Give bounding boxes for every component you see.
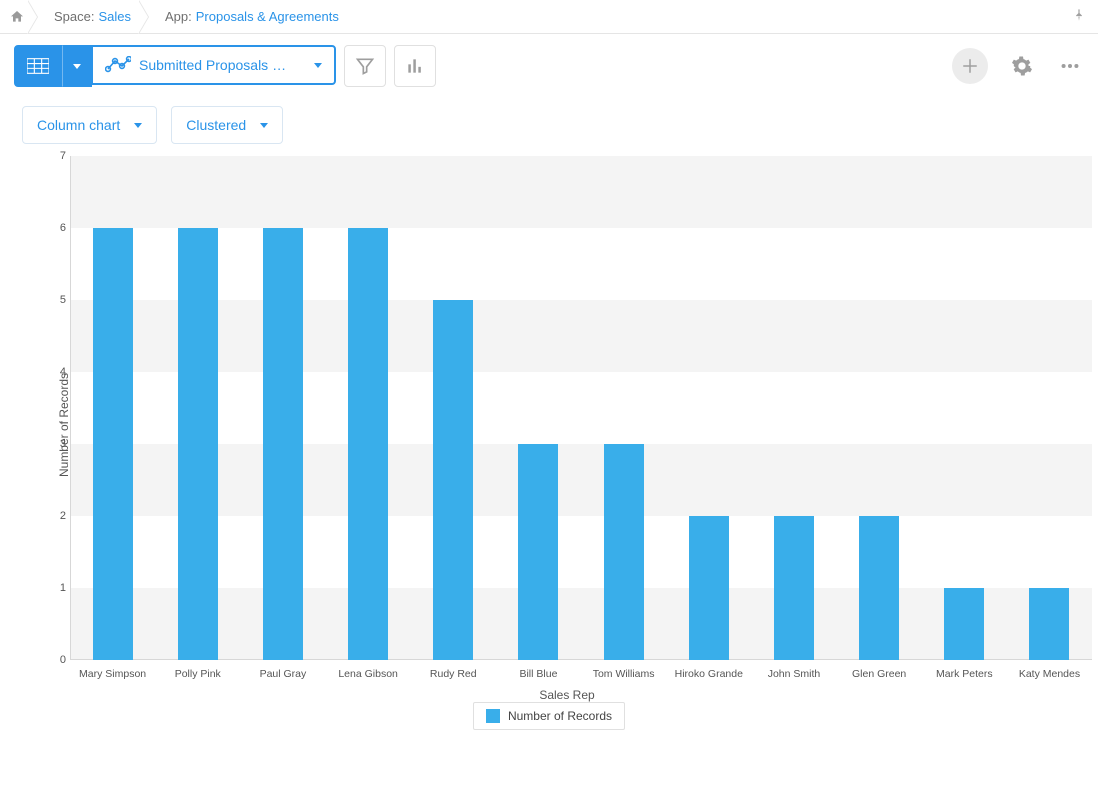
chevron-down-icon — [73, 64, 81, 69]
bar-slot — [155, 156, 240, 660]
breadcrumb-app: App: Proposals & Agreements — [165, 9, 339, 24]
more-icon — [1059, 55, 1081, 77]
chart: Number of Records 01234567 Mary SimpsonP… — [42, 156, 1092, 694]
view-selector-label: Submitted Proposals … — [139, 57, 314, 73]
chart-bar[interactable] — [689, 516, 729, 660]
chart-type-label: Column chart — [37, 117, 120, 133]
y-tick: 7 — [48, 150, 66, 162]
chart-bar[interactable] — [348, 228, 388, 660]
chart-bar[interactable] — [433, 300, 473, 660]
x-axis-labels: Mary SimpsonPolly PinkPaul GrayLena Gibs… — [70, 668, 1092, 680]
bar-slot — [666, 156, 751, 660]
breadcrumb-separator — [139, 0, 153, 33]
table-view-dropdown[interactable] — [62, 45, 92, 87]
filter-button[interactable] — [344, 45, 386, 87]
y-tick: 6 — [48, 222, 66, 234]
x-label: Polly Pink — [155, 668, 240, 680]
chart-mode-select[interactable]: Clustered — [171, 106, 283, 144]
linechart-icon — [105, 56, 131, 74]
plus-icon — [961, 57, 979, 75]
bar-slot — [70, 156, 155, 660]
funnel-icon — [355, 56, 375, 76]
table-view-button[interactable] — [14, 45, 62, 87]
x-label: John Smith — [751, 668, 836, 680]
breadcrumb-space: Space: Sales — [54, 9, 131, 24]
view-selector[interactable]: Submitted Proposals … — [91, 45, 336, 85]
chart-bar[interactable] — [263, 228, 303, 660]
bar-slot — [751, 156, 836, 660]
bar-slot — [581, 156, 666, 660]
bar-slot — [496, 156, 581, 660]
chart-bars — [70, 156, 1092, 660]
breadcrumb-space-link[interactable]: Sales — [98, 9, 131, 24]
chart-bar[interactable] — [178, 228, 218, 660]
breadcrumb-separator — [28, 0, 42, 33]
chart-bar[interactable] — [93, 228, 133, 660]
bar-slot — [326, 156, 411, 660]
bar-slot — [837, 156, 922, 660]
chevron-down-icon — [134, 123, 142, 128]
more-button[interactable] — [1056, 52, 1084, 80]
view-mode-group: Submitted Proposals … — [14, 45, 336, 87]
breadcrumb-app-label: App: — [165, 9, 192, 24]
chevron-down-icon — [314, 63, 322, 68]
chart-mode-label: Clustered — [186, 117, 246, 133]
x-label: Tom Williams — [581, 668, 666, 680]
chart-plot: 01234567 — [70, 156, 1092, 660]
bar-slot — [1007, 156, 1092, 660]
pin-icon[interactable] — [1072, 8, 1086, 25]
x-label: Paul Gray — [240, 668, 325, 680]
x-label: Mary Simpson — [70, 668, 155, 680]
barchart-icon — [405, 56, 425, 76]
y-tick: 4 — [48, 366, 66, 378]
chart-bar[interactable] — [518, 444, 558, 660]
gear-icon — [1011, 55, 1033, 77]
chart-bar[interactable] — [1029, 588, 1069, 660]
x-label: Rudy Red — [411, 668, 496, 680]
legend-label: Number of Records — [508, 709, 612, 723]
x-label: Katy Mendes — [1007, 668, 1092, 680]
breadcrumb-app-link[interactable]: Proposals & Agreements — [196, 9, 339, 24]
bar-slot — [411, 156, 496, 660]
chart-bar[interactable] — [944, 588, 984, 660]
x-axis-title: Sales Rep — [42, 688, 1092, 702]
chevron-down-icon — [260, 123, 268, 128]
y-tick: 5 — [48, 294, 66, 306]
breadcrumb: Space: Sales App: Proposals & Agreements — [0, 0, 1098, 34]
settings-button[interactable] — [1008, 52, 1036, 80]
y-tick: 0 — [48, 654, 66, 666]
y-axis-title: Number of Records — [57, 373, 71, 477]
y-tick: 1 — [48, 582, 66, 594]
bar-slot — [922, 156, 1007, 660]
bar-slot — [240, 156, 325, 660]
chart-button[interactable] — [394, 45, 436, 87]
chart-bar[interactable] — [604, 444, 644, 660]
x-label: Bill Blue — [496, 668, 581, 680]
home-icon[interactable] — [8, 8, 26, 26]
legend-item[interactable]: Number of Records — [473, 702, 625, 730]
y-tick: 3 — [48, 438, 66, 450]
chart-legend: Number of Records — [0, 702, 1098, 730]
breadcrumb-space-label: Space: — [54, 9, 94, 24]
x-label: Hiroko Grande — [666, 668, 751, 680]
chart-bar[interactable] — [774, 516, 814, 660]
x-label: Glen Green — [837, 668, 922, 680]
x-label: Mark Peters — [922, 668, 1007, 680]
legend-swatch — [486, 709, 500, 723]
add-button[interactable] — [952, 48, 988, 84]
x-label: Lena Gibson — [326, 668, 411, 680]
y-tick: 2 — [48, 510, 66, 522]
chart-bar[interactable] — [859, 516, 899, 660]
toolbar: Submitted Proposals … — [0, 34, 1098, 98]
chart-controls: Column chart Clustered — [0, 98, 1098, 156]
chart-type-select[interactable]: Column chart — [22, 106, 157, 144]
